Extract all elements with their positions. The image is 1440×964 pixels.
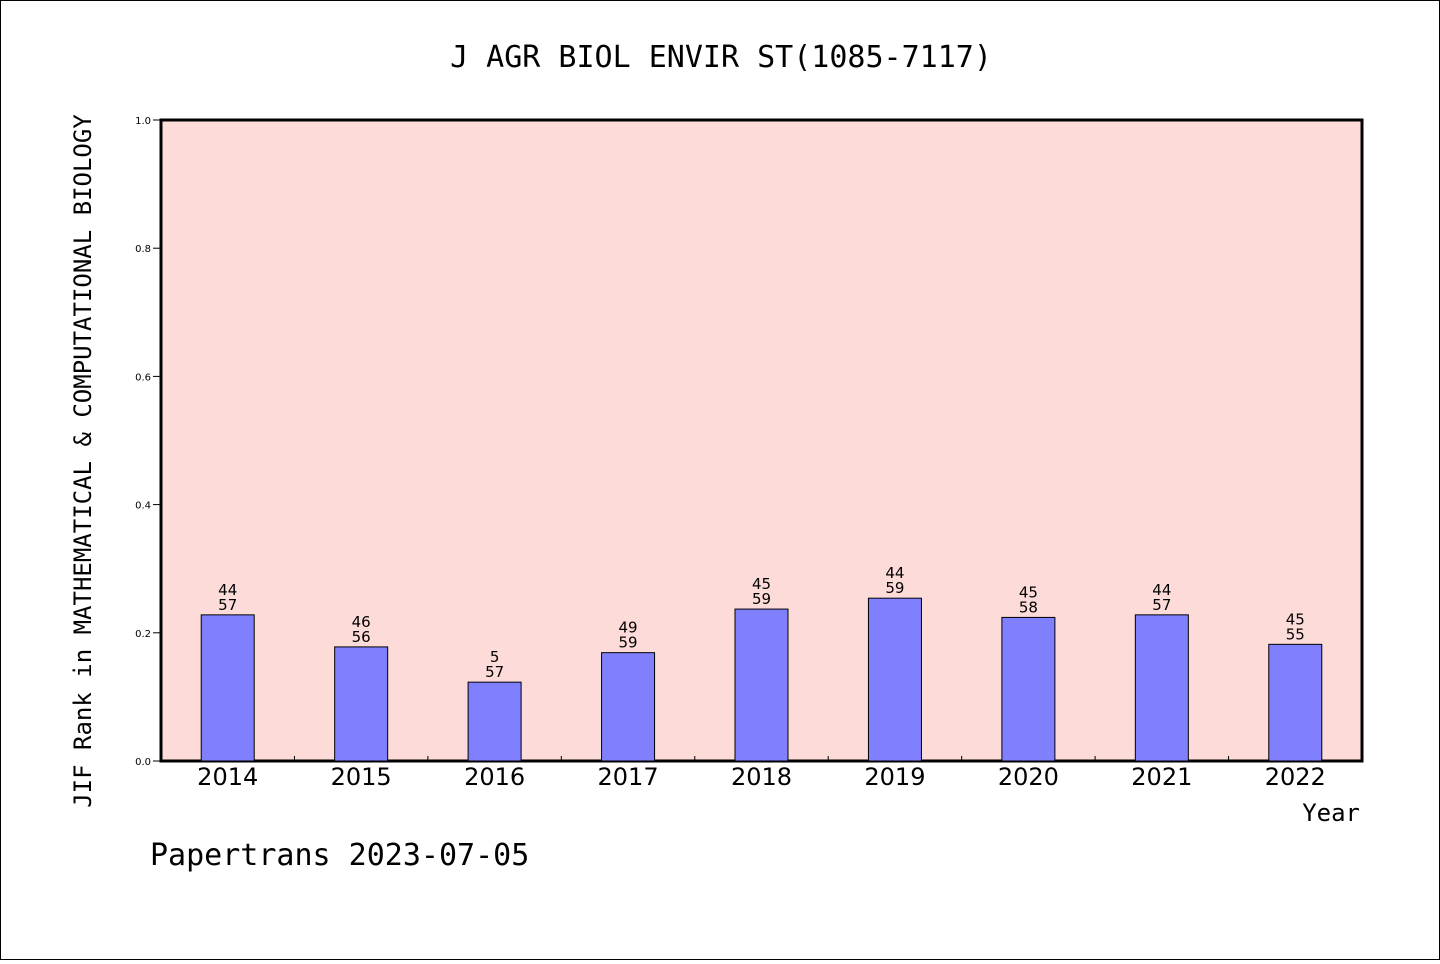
bar-total-label: 55 xyxy=(1286,625,1305,643)
bar-total-label: 56 xyxy=(352,628,371,646)
y-axis-label: JIF Rank in MATHEMATICAL & COMPUTATIONAL… xyxy=(69,114,97,808)
bar-2021 xyxy=(1134,614,1189,762)
bar-rank-label: 45 xyxy=(1286,610,1305,628)
x-tick-label: 2020 xyxy=(998,763,1059,791)
footer-credit: Papertrans 2023-07-05 xyxy=(150,838,529,873)
y-tick-label: 0.6 xyxy=(135,372,151,383)
bar-total-label: 58 xyxy=(1019,598,1038,616)
bar-2018 xyxy=(734,608,789,762)
bar-total-label: 59 xyxy=(619,634,638,652)
bar-rank-label: 45 xyxy=(1019,583,1038,601)
bars xyxy=(200,597,1323,762)
y-tick-label: 0.0 xyxy=(135,757,151,768)
bar-2022 xyxy=(1268,643,1323,762)
bar-rank-label: 44 xyxy=(1152,581,1171,599)
x-axis: 2014 2015 2016 2017 2018 2019 2020 2021 2022 xyxy=(197,756,1326,791)
chart-title: J AGR BIOL ENVIR ST(1085-7117) xyxy=(450,40,992,75)
x-tick-label: 2015 xyxy=(331,763,392,791)
x-axis-label: Year xyxy=(1302,799,1360,827)
bar-2015 xyxy=(334,646,389,762)
bar-rank-label: 5 xyxy=(490,648,500,666)
x-tick-label: 2021 xyxy=(1131,763,1192,791)
bar-2017 xyxy=(601,652,656,762)
x-tick-label: 2019 xyxy=(864,763,925,791)
y-tick-label: 0.8 xyxy=(135,244,151,255)
x-tick-label: 2018 xyxy=(731,763,792,791)
bar-2020 xyxy=(1001,616,1056,762)
bar-total-label: 57 xyxy=(218,596,237,614)
y-axis: 0.0 0.2 0.4 0.6 0.8 1.0 xyxy=(135,116,161,768)
y-tick-label: 0.4 xyxy=(135,501,151,512)
bar-2019 xyxy=(867,597,922,762)
x-tick-label: 2016 xyxy=(464,763,525,791)
bar-rank-label: 44 xyxy=(885,564,904,582)
bar-total-label: 59 xyxy=(752,590,771,608)
bar-2016 xyxy=(467,681,522,762)
bar-total-label: 57 xyxy=(1152,596,1171,614)
bar-rank-label: 49 xyxy=(619,619,638,637)
x-tick-label: 2014 xyxy=(197,763,258,791)
x-tick-label: 2017 xyxy=(598,763,659,791)
bar-rank-label: 46 xyxy=(352,613,371,631)
bar-total-label: 59 xyxy=(885,579,904,597)
bar-rank-label: 44 xyxy=(218,581,237,599)
bar-rank-label: 45 xyxy=(752,575,771,593)
y-tick-label: 0.2 xyxy=(135,629,151,640)
bar-total-label: 57 xyxy=(485,663,504,681)
y-tick-label: 1.0 xyxy=(135,116,151,127)
x-tick-label: 2022 xyxy=(1265,763,1326,791)
bar-2014 xyxy=(200,614,255,762)
